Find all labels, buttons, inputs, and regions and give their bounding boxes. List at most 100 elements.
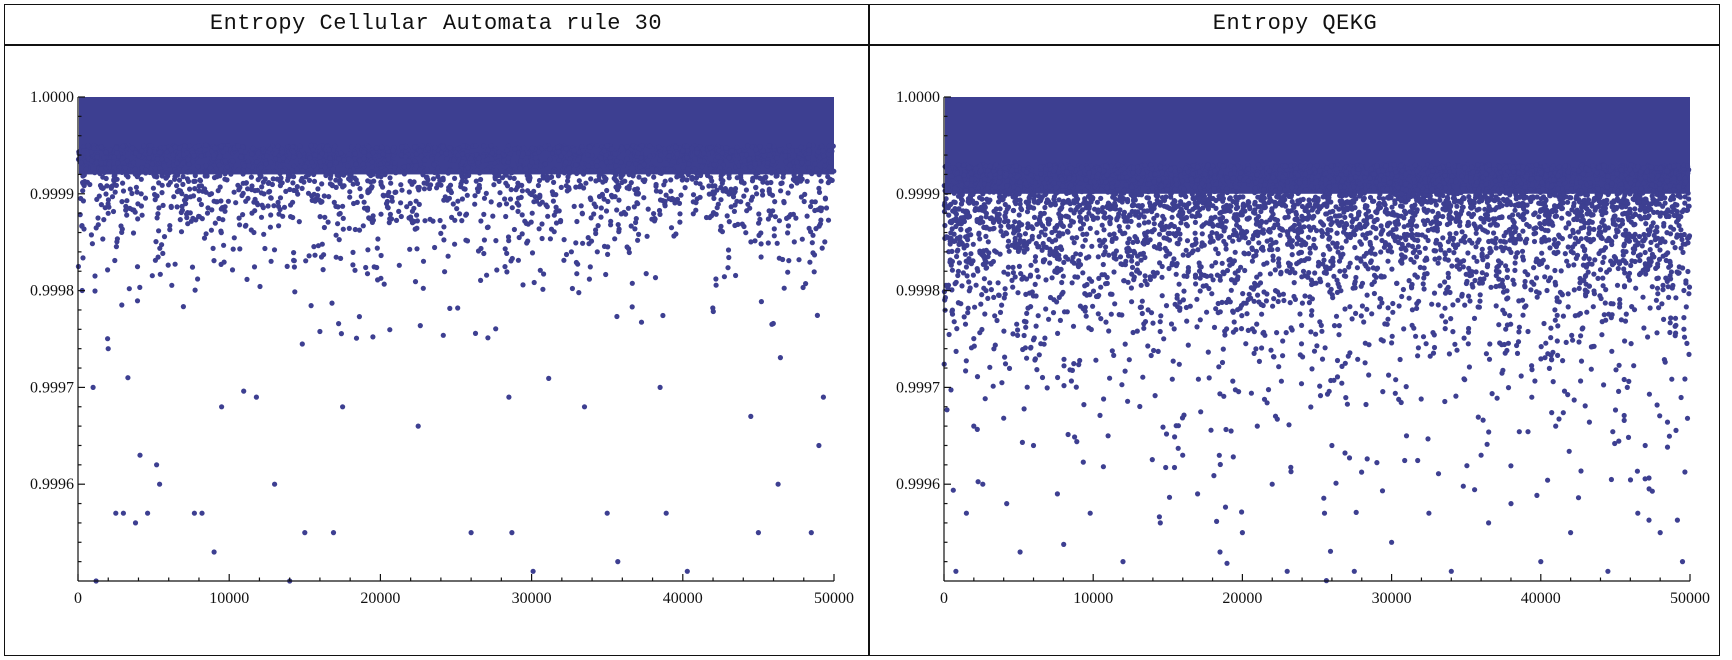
data-point — [525, 150, 531, 156]
data-point — [614, 178, 620, 184]
data-point — [1626, 270, 1633, 276]
data-point — [242, 223, 248, 229]
data-point — [197, 178, 204, 184]
data-point — [1379, 300, 1385, 306]
data-point — [507, 175, 513, 181]
data-point — [1042, 335, 1048, 341]
data-point — [444, 156, 450, 162]
data-point — [1378, 296, 1384, 302]
data-point — [717, 165, 723, 171]
data-point — [1166, 224, 1172, 230]
data-point — [624, 156, 630, 162]
data-point — [1646, 517, 1652, 523]
data-point — [493, 326, 499, 332]
data-point — [478, 245, 484, 252]
data-point — [1638, 175, 1644, 182]
data-point — [80, 188, 86, 194]
data-point — [511, 226, 517, 233]
data-point — [135, 216, 141, 222]
data-point — [767, 152, 773, 158]
data-point — [488, 199, 494, 205]
data-point — [1169, 214, 1175, 220]
data-point — [684, 177, 690, 183]
data-point — [241, 388, 247, 394]
data-point — [550, 168, 556, 175]
data-point — [1129, 299, 1135, 305]
data-point — [603, 208, 610, 214]
data-point — [678, 192, 684, 198]
data-point — [1627, 191, 1633, 197]
data-point — [1394, 218, 1401, 224]
data-point — [1403, 384, 1409, 390]
data-point — [186, 161, 192, 167]
data-point — [415, 184, 421, 191]
data-point — [1453, 230, 1459, 236]
data-point — [982, 311, 988, 317]
data-point — [203, 169, 209, 175]
data-point — [1346, 455, 1353, 461]
data-point — [781, 198, 787, 205]
data-point — [815, 149, 821, 155]
data-point — [440, 332, 446, 338]
data-point — [261, 231, 267, 237]
data-point — [720, 178, 726, 184]
data-point — [515, 208, 521, 214]
data-point — [536, 226, 542, 232]
data-point — [1292, 296, 1298, 302]
data-point — [697, 158, 703, 164]
data-point — [1332, 182, 1339, 188]
data-point — [1151, 221, 1157, 227]
data-point — [1452, 341, 1458, 347]
data-point — [1414, 254, 1420, 260]
data-point — [773, 173, 779, 179]
data-point — [1609, 312, 1615, 318]
data-point — [1415, 353, 1421, 359]
data-point — [1400, 286, 1406, 293]
data-point — [1367, 194, 1374, 201]
data-point — [1560, 313, 1566, 319]
data-point — [119, 229, 125, 235]
data-point — [499, 175, 506, 181]
data-point — [1064, 228, 1070, 234]
data-point — [726, 219, 732, 225]
data-point — [970, 272, 976, 278]
data-point — [1415, 457, 1421, 464]
data-point — [271, 203, 277, 209]
data-point — [517, 165, 524, 171]
data-point — [670, 196, 677, 203]
data-point — [1161, 235, 1167, 241]
data-point — [634, 186, 641, 192]
data-point — [530, 568, 536, 574]
data-point — [814, 312, 821, 318]
data-point — [794, 159, 800, 165]
data-point — [1264, 260, 1270, 266]
data-point — [187, 143, 193, 149]
data-point — [1251, 350, 1257, 356]
data-point — [1667, 320, 1673, 326]
data-point — [1116, 223, 1122, 230]
data-point — [734, 175, 740, 181]
data-point — [1669, 376, 1675, 382]
data-point — [415, 423, 421, 429]
data-point — [333, 159, 339, 166]
data-point — [1447, 289, 1453, 296]
y-tick-label: 1.0000 — [30, 89, 74, 106]
data-point — [1508, 463, 1514, 469]
data-point — [771, 226, 777, 232]
data-point — [713, 282, 719, 288]
data-point — [1679, 237, 1685, 243]
data-point — [537, 201, 543, 207]
data-point — [114, 168, 120, 174]
data-point — [1641, 231, 1647, 238]
data-point — [1439, 189, 1445, 195]
data-point — [275, 143, 281, 149]
data-point — [319, 181, 325, 187]
data-point — [541, 271, 547, 277]
data-point — [802, 191, 808, 197]
data-point — [752, 238, 758, 244]
data-point — [266, 189, 272, 195]
data-point — [347, 189, 353, 195]
data-point — [323, 172, 329, 179]
data-point — [962, 251, 968, 257]
data-point — [758, 230, 764, 236]
